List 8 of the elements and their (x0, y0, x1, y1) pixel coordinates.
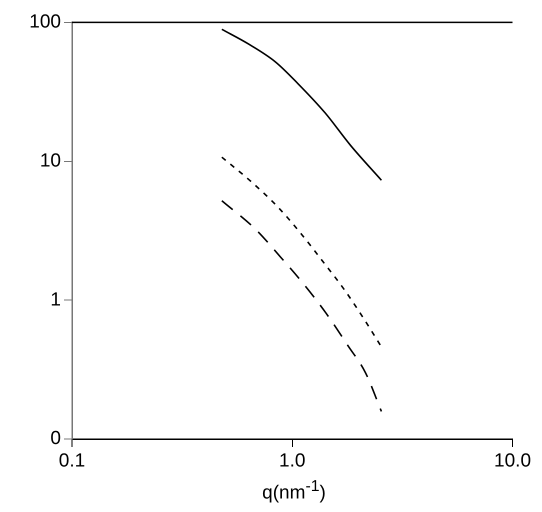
y-tick-label: 1 (50, 289, 61, 310)
y-tick-label: 10 (40, 150, 61, 172)
y-tick-label: 100 (29, 12, 61, 33)
x-tick-label: 0.1 (58, 450, 86, 472)
y-tick-label: 0 (50, 428, 61, 450)
x-tick-label: 10.0 (494, 450, 531, 472)
x-axis-title: q(nm$^{-1}$) (261, 478, 327, 504)
x-tick-label: 1.0 (279, 450, 306, 472)
